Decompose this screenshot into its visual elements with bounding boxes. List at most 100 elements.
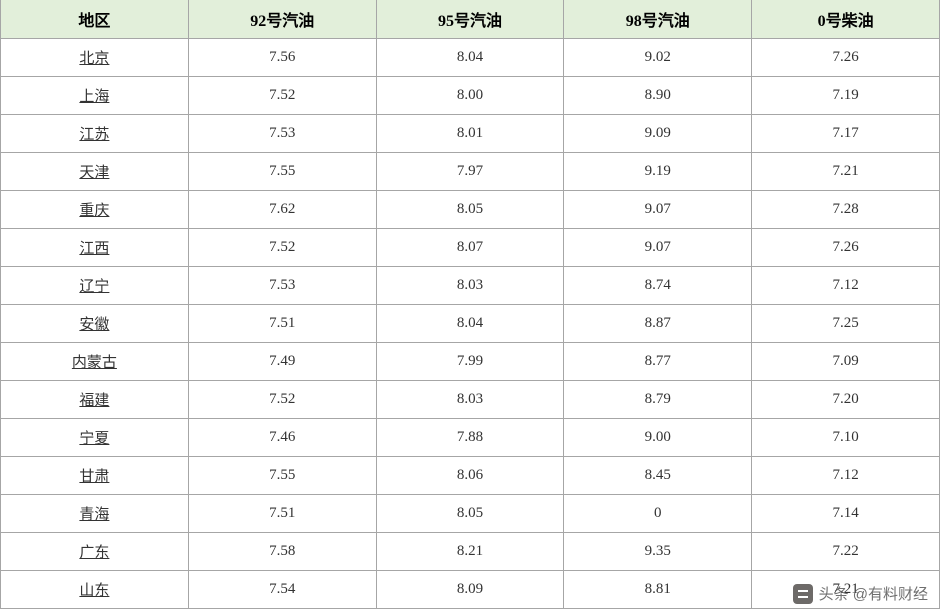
table-row: 安徽 7.518.048.877.25	[1, 304, 940, 342]
region-link[interactable]: 甘肃	[79, 469, 109, 485]
cell-region: 宁夏	[1, 418, 189, 456]
cell-p95: 8.09	[376, 570, 564, 608]
region-link[interactable]: 宁夏	[79, 431, 109, 447]
table-row: 青海 7.518.0507.14	[1, 494, 940, 532]
cell-d0: 7.22	[752, 532, 940, 570]
region-link[interactable]: 青海	[79, 507, 109, 523]
region-link[interactable]: 安徽	[79, 317, 109, 333]
cell-p95: 8.06	[376, 456, 564, 494]
cell-p92: 7.51	[188, 304, 376, 342]
table-row: 天津 7.557.979.197.21	[1, 152, 940, 190]
cell-p95: 8.21	[376, 532, 564, 570]
table-row: 重庆7.628.059.077.28	[1, 190, 940, 228]
cell-region: 北京	[1, 38, 189, 76]
table-row: 甘肃 7.558.068.457.12	[1, 456, 940, 494]
cell-p98: 9.02	[564, 38, 752, 76]
cell-d0: 7.10	[752, 418, 940, 456]
toutiao-icon	[793, 584, 813, 604]
col-header-95: 95号汽油	[376, 0, 564, 38]
cell-d0: 7.09	[752, 342, 940, 380]
cell-p95: 8.01	[376, 114, 564, 152]
cell-region: 福建	[1, 380, 189, 418]
region-link[interactable]: 上海	[79, 89, 109, 105]
table-row: 北京 7.568.049.027.26	[1, 38, 940, 76]
cell-p98: 8.81	[564, 570, 752, 608]
cell-p92: 7.52	[188, 76, 376, 114]
region-link[interactable]: 江苏	[79, 127, 109, 143]
region-link[interactable]: 北京	[79, 51, 109, 67]
cell-p98: 8.45	[564, 456, 752, 494]
cell-p95: 8.05	[376, 190, 564, 228]
col-header-92: 92号汽油	[188, 0, 376, 38]
table-row: 上海7.528.008.907.19	[1, 76, 940, 114]
cell-p95: 7.97	[376, 152, 564, 190]
cell-p95: 8.03	[376, 380, 564, 418]
cell-p92: 7.46	[188, 418, 376, 456]
cell-p98: 9.09	[564, 114, 752, 152]
region-link[interactable]: 重庆	[79, 203, 109, 219]
cell-p92: 7.55	[188, 152, 376, 190]
cell-d0: 7.26	[752, 38, 940, 76]
cell-p95: 7.88	[376, 418, 564, 456]
cell-region: 辽宁	[1, 266, 189, 304]
region-link[interactable]: 江西	[79, 241, 109, 257]
cell-p95: 8.05	[376, 494, 564, 532]
cell-region: 甘肃	[1, 456, 189, 494]
table-row: 江苏7.538.019.097.17	[1, 114, 940, 152]
cell-p95: 8.04	[376, 304, 564, 342]
cell-p92: 7.56	[188, 38, 376, 76]
cell-p92: 7.49	[188, 342, 376, 380]
cell-p92: 7.51	[188, 494, 376, 532]
col-header-region: 地区	[1, 0, 189, 38]
cell-p92: 7.55	[188, 456, 376, 494]
cell-region: 青海	[1, 494, 189, 532]
cell-p98: 9.19	[564, 152, 752, 190]
fuel-price-table: 地区 92号汽油 95号汽油 98号汽油 0号柴油 北京7.568.049.02…	[0, 0, 940, 609]
table-row: 江西 7.528.079.077.26	[1, 228, 940, 266]
cell-region: 广东	[1, 532, 189, 570]
cell-d0: 7.19	[752, 76, 940, 114]
region-link[interactable]: 福建	[79, 393, 109, 409]
cell-d0: 7.25	[752, 304, 940, 342]
cell-p98: 9.07	[564, 228, 752, 266]
region-link[interactable]: 山东	[79, 583, 109, 599]
cell-p92: 7.52	[188, 228, 376, 266]
region-link[interactable]: 天津	[79, 165, 109, 181]
cell-p95: 8.04	[376, 38, 564, 76]
cell-d0: 7.17	[752, 114, 940, 152]
cell-p98: 9.35	[564, 532, 752, 570]
table-row: 内蒙古7.497.998.777.09	[1, 342, 940, 380]
cell-d0: 7.12	[752, 266, 940, 304]
cell-p95: 8.00	[376, 76, 564, 114]
table-header-row: 地区 92号汽油 95号汽油 98号汽油 0号柴油	[1, 0, 940, 38]
cell-region: 山东	[1, 570, 189, 608]
cell-region: 重庆	[1, 190, 189, 228]
cell-p95: 8.03	[376, 266, 564, 304]
cell-p98: 8.87	[564, 304, 752, 342]
cell-d0: 7.26	[752, 228, 940, 266]
cell-p92: 7.53	[188, 266, 376, 304]
watermark: 头条 @有料财经	[793, 583, 928, 604]
cell-region: 内蒙古	[1, 342, 189, 380]
cell-d0: 7.21	[752, 152, 940, 190]
cell-d0: 7.14	[752, 494, 940, 532]
table-row: 宁夏7.467.889.007.10	[1, 418, 940, 456]
cell-p92: 7.58	[188, 532, 376, 570]
table-row: 辽宁 7.538.038.747.12	[1, 266, 940, 304]
cell-p98: 0	[564, 494, 752, 532]
col-header-98: 98号汽油	[564, 0, 752, 38]
cell-p98: 8.77	[564, 342, 752, 380]
cell-region: 江苏	[1, 114, 189, 152]
region-link[interactable]: 辽宁	[79, 279, 109, 295]
region-link[interactable]: 广东	[79, 545, 109, 561]
cell-region: 江西	[1, 228, 189, 266]
cell-p92: 7.62	[188, 190, 376, 228]
cell-d0: 7.12	[752, 456, 940, 494]
region-link[interactable]: 内蒙古	[72, 355, 117, 371]
cell-p95: 8.07	[376, 228, 564, 266]
table-body: 北京7.568.049.027.26上海7.528.008.907.19江苏7.…	[1, 38, 940, 608]
cell-region: 安徽	[1, 304, 189, 342]
watermark-text: 头条 @有料财经	[819, 583, 928, 604]
cell-p98: 8.74	[564, 266, 752, 304]
cell-p98: 9.07	[564, 190, 752, 228]
